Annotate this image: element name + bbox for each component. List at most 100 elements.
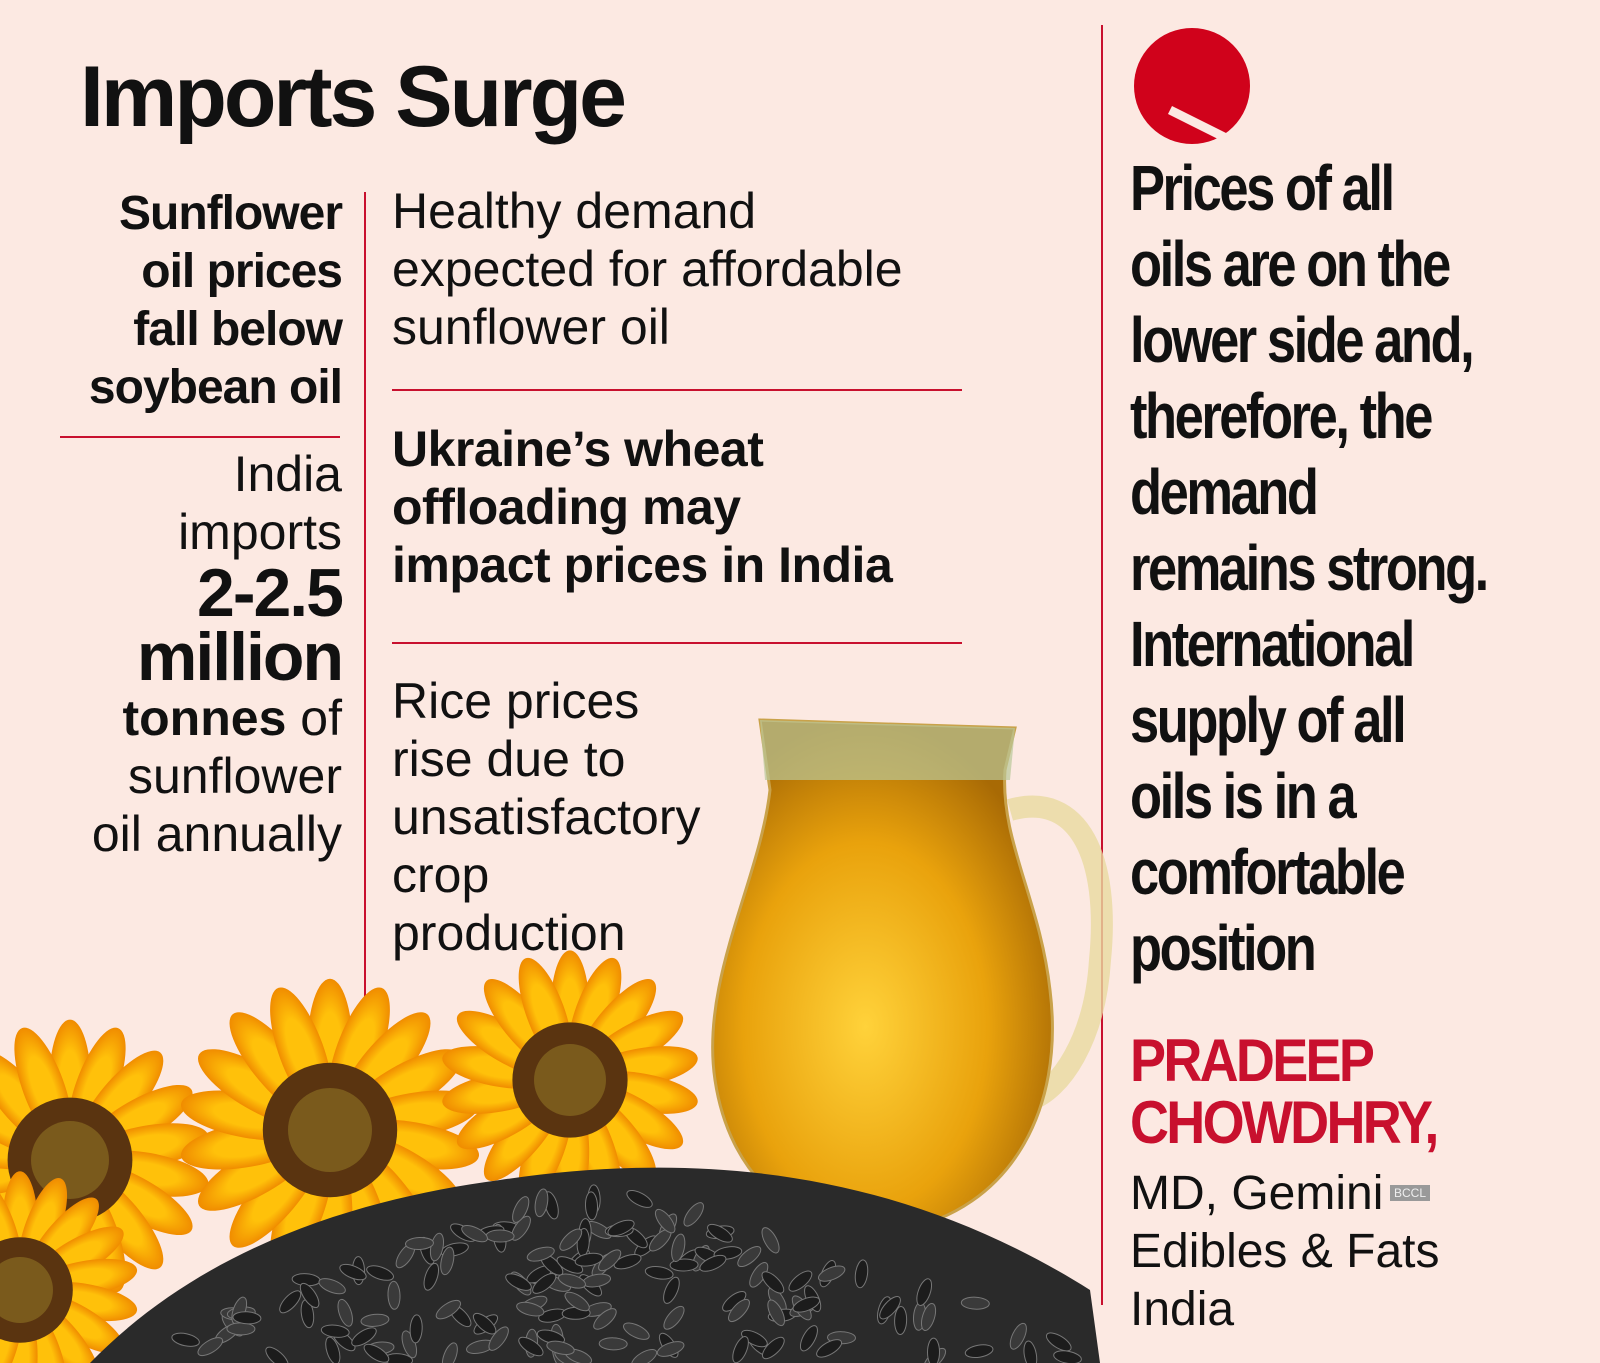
quote-line: remains strong. [1130, 532, 1489, 604]
item-line: impact prices in India [392, 537, 893, 593]
shape [564, 1291, 590, 1312]
shape [320, 1324, 350, 1338]
quote-line: position [1130, 912, 1317, 984]
shape [511, 1215, 531, 1241]
shape [927, 1337, 941, 1363]
role-line: MD, Gemini [1130, 1167, 1384, 1220]
sunflower-seeds [90, 1167, 1100, 1363]
role-line: Edibles & Fats [1130, 1225, 1440, 1278]
shape [559, 1228, 583, 1251]
shape [557, 1273, 586, 1289]
quote-line: Prices of all [1130, 152, 1395, 224]
item-line: offloading may [392, 479, 741, 535]
shape [351, 1327, 377, 1347]
quote-line: oils are on the [1130, 228, 1451, 300]
shape [534, 1044, 606, 1116]
shape [1045, 1332, 1072, 1352]
shape [318, 1278, 346, 1295]
name-line: PRADEEP [1130, 1027, 1375, 1094]
item-line: Rice prices [392, 673, 640, 729]
item-line: production [392, 905, 626, 961]
shape [613, 1253, 642, 1270]
shape [916, 1278, 933, 1306]
shape [31, 1121, 109, 1199]
shape [964, 1344, 994, 1359]
shape [671, 1233, 686, 1263]
shape [435, 1299, 462, 1320]
shape [626, 1189, 653, 1208]
shape [654, 1208, 676, 1234]
quote: Prices of all oils are on the lower side a… [1130, 150, 1489, 986]
headline-line: Sunflower [118, 187, 343, 240]
fact-figure: 2-2.5 [197, 555, 344, 631]
role-line: India [1130, 1283, 1235, 1336]
quote-line: demand [1130, 456, 1319, 528]
item-line: sunflower oil [392, 299, 670, 355]
shape [226, 1322, 256, 1336]
shape [461, 1225, 488, 1243]
shape [325, 1336, 341, 1363]
shape [799, 1325, 818, 1352]
quote-line: International [1130, 608, 1415, 680]
shape [854, 1259, 869, 1289]
shape [960, 1296, 990, 1310]
shape [816, 1339, 843, 1358]
shape [546, 1340, 575, 1355]
shape [644, 1266, 674, 1280]
shape [488, 1326, 509, 1351]
item-line: crop [392, 847, 490, 903]
shape [556, 1256, 584, 1274]
shape [741, 1329, 768, 1348]
watermark: BCCL [1390, 1185, 1431, 1201]
shape [1023, 1340, 1038, 1363]
shape [669, 1258, 699, 1272]
fact-text: sunflower [128, 748, 342, 804]
shape [894, 1305, 908, 1335]
shape [1009, 1322, 1027, 1350]
shape [534, 1188, 549, 1218]
shape [584, 1191, 599, 1221]
left-headline: Sunflower oil prices fall below soybean … [88, 185, 343, 417]
shape [761, 1336, 785, 1360]
fact-text: oil annually [91, 806, 342, 862]
shape [366, 1265, 394, 1281]
shape [663, 1276, 680, 1304]
shape [623, 1322, 650, 1340]
shape [485, 1229, 515, 1243]
fact-unit: million [136, 619, 344, 695]
shape [761, 1227, 780, 1254]
shape [598, 1337, 628, 1351]
shape [232, 1311, 262, 1325]
shape [423, 1262, 440, 1291]
shape [788, 1270, 813, 1292]
shape [288, 1088, 372, 1172]
item-line: Ukraine’s wheat [392, 421, 764, 477]
shape [598, 1249, 622, 1272]
headline-line: fall below [133, 303, 343, 356]
speaker-role: MD, Gemini Edibles & Fats India [1130, 1165, 1439, 1339]
shape [879, 1296, 901, 1320]
shape [526, 1246, 555, 1262]
fact-unit: tonnes [122, 690, 287, 746]
shape [593, 1308, 617, 1330]
shape [920, 1303, 937, 1332]
import-fact: India imports 2-2.5 million tonnes of su… [91, 445, 344, 863]
quote-line: therefore, the [1130, 380, 1433, 452]
shape [363, 1343, 390, 1363]
shape [607, 1219, 635, 1237]
middle-item: Rice prices rise due to unsatisfactory c… [392, 672, 700, 962]
shape [171, 1332, 200, 1347]
item-line: rise due to [392, 731, 626, 787]
shape [817, 1265, 846, 1282]
headline-line: soybean oil [88, 361, 343, 414]
shape [707, 1223, 733, 1243]
shape [409, 1314, 423, 1344]
shape [518, 1336, 544, 1357]
fact-text: of [300, 690, 342, 746]
item-line: unsatisfactory [392, 789, 701, 845]
shape [737, 1246, 762, 1268]
fact-text: India [233, 446, 342, 502]
shape [683, 1202, 704, 1227]
